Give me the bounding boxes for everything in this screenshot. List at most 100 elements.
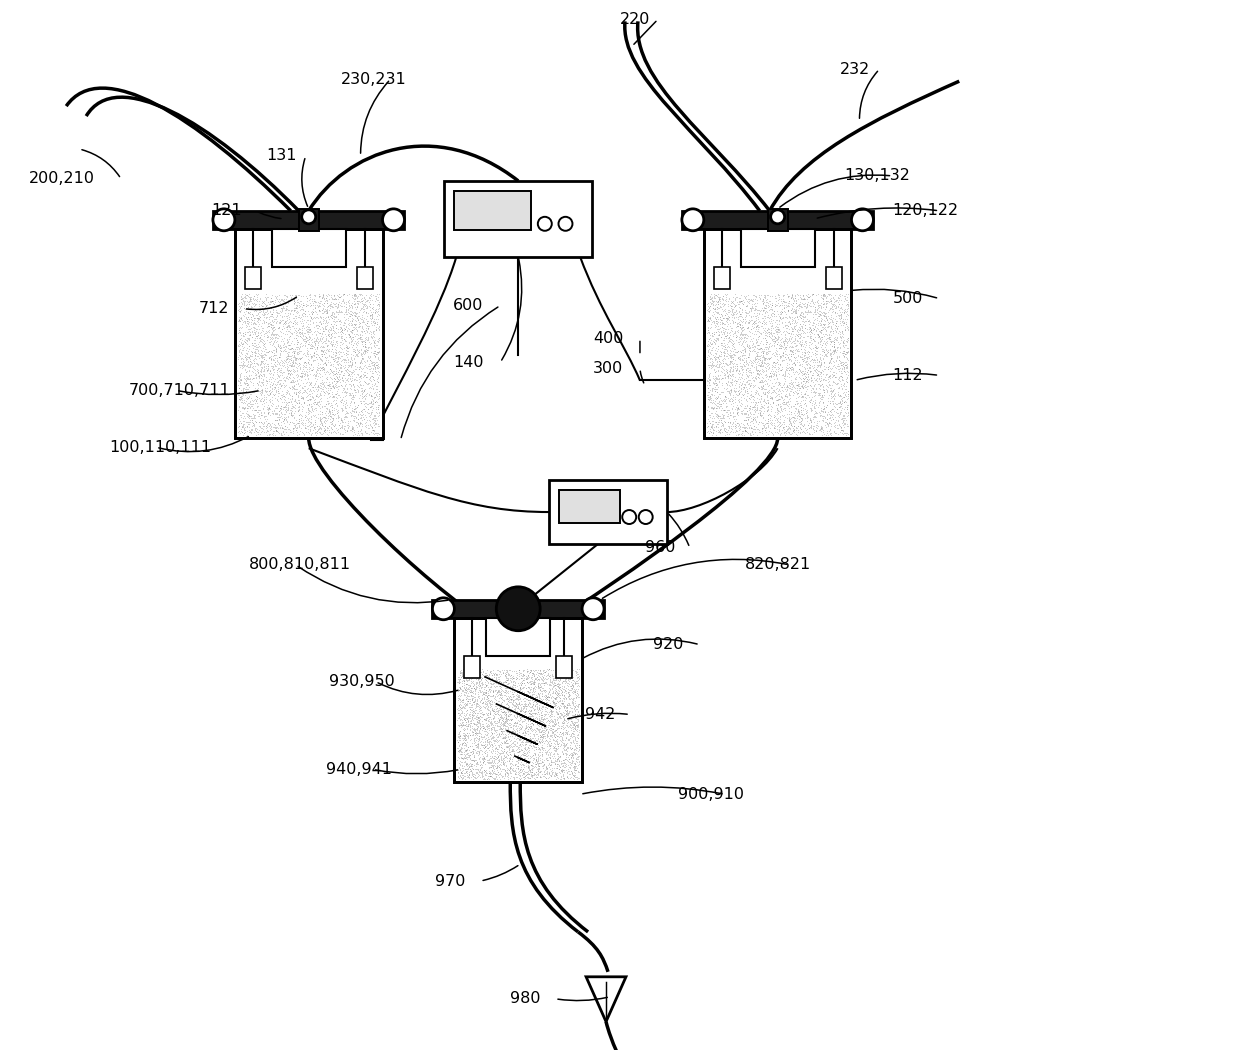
Point <box>450 671 470 687</box>
Point <box>777 420 797 437</box>
Point <box>748 400 768 417</box>
Point <box>335 395 355 412</box>
Point <box>701 405 720 421</box>
Point <box>341 407 361 424</box>
Point <box>715 339 735 356</box>
Point <box>262 414 281 431</box>
Point <box>341 370 361 387</box>
Point <box>260 349 280 366</box>
Point <box>703 415 723 432</box>
Point <box>742 307 761 324</box>
Point <box>365 360 384 377</box>
Point <box>830 388 849 405</box>
Point <box>502 740 522 757</box>
Point <box>789 376 808 393</box>
Point <box>342 355 362 372</box>
Point <box>764 419 784 436</box>
Point <box>552 718 572 735</box>
Point <box>467 733 487 749</box>
Point <box>325 415 345 432</box>
Point <box>284 377 304 394</box>
Point <box>751 407 771 424</box>
Point <box>229 425 249 441</box>
Point <box>552 687 572 704</box>
Point <box>321 396 341 413</box>
Point <box>355 400 374 417</box>
Point <box>796 333 816 350</box>
Point <box>756 359 776 376</box>
Point <box>337 294 357 311</box>
Point <box>531 709 551 726</box>
Point <box>758 325 777 342</box>
Point <box>556 750 575 767</box>
Point <box>510 736 529 753</box>
Point <box>758 377 777 394</box>
Point <box>355 356 374 373</box>
Point <box>275 417 295 434</box>
Point <box>539 688 559 705</box>
Point <box>308 377 327 394</box>
Point <box>486 672 506 688</box>
Point <box>236 376 255 393</box>
Point <box>479 706 498 723</box>
Point <box>269 369 289 386</box>
Point <box>365 316 384 333</box>
Point <box>320 382 340 398</box>
Point <box>833 343 853 359</box>
Point <box>233 335 253 352</box>
Point <box>458 709 477 726</box>
Point <box>326 364 346 380</box>
Point <box>352 427 372 444</box>
Point <box>831 405 851 421</box>
Point <box>523 665 543 682</box>
Point <box>724 289 744 306</box>
Point <box>290 355 310 372</box>
Point <box>362 419 382 436</box>
Point <box>259 398 279 415</box>
Point <box>551 671 570 687</box>
Point <box>234 333 254 350</box>
Point <box>451 684 471 701</box>
Point <box>345 397 365 414</box>
Point <box>283 390 303 407</box>
Point <box>770 297 790 314</box>
Point <box>826 314 846 331</box>
Point <box>481 729 501 746</box>
Point <box>481 754 501 770</box>
Point <box>719 355 739 372</box>
Point <box>466 702 486 719</box>
Point <box>463 766 482 783</box>
Point <box>538 722 558 739</box>
Point <box>715 414 735 431</box>
Point <box>567 769 587 786</box>
Point <box>332 419 352 436</box>
Point <box>322 397 342 414</box>
Point <box>253 352 273 369</box>
Point <box>343 334 363 351</box>
Text: 232: 232 <box>839 62 869 77</box>
Point <box>522 687 542 704</box>
Point <box>335 321 355 337</box>
Point <box>564 717 584 734</box>
Point <box>526 750 546 767</box>
Point <box>326 373 346 390</box>
Point <box>812 403 832 419</box>
Point <box>484 684 503 701</box>
Point <box>329 380 348 397</box>
Point <box>306 370 326 387</box>
Point <box>498 753 518 769</box>
Point <box>706 399 725 416</box>
Point <box>476 764 496 781</box>
Point <box>315 301 335 317</box>
Point <box>486 675 506 692</box>
Point <box>774 300 794 316</box>
Point <box>531 712 551 728</box>
Point <box>467 736 487 753</box>
Point <box>801 335 821 352</box>
Point <box>309 317 329 334</box>
Point <box>517 675 537 692</box>
Point <box>794 417 813 434</box>
Point <box>482 769 502 786</box>
Point <box>518 719 538 736</box>
Point <box>523 673 543 689</box>
